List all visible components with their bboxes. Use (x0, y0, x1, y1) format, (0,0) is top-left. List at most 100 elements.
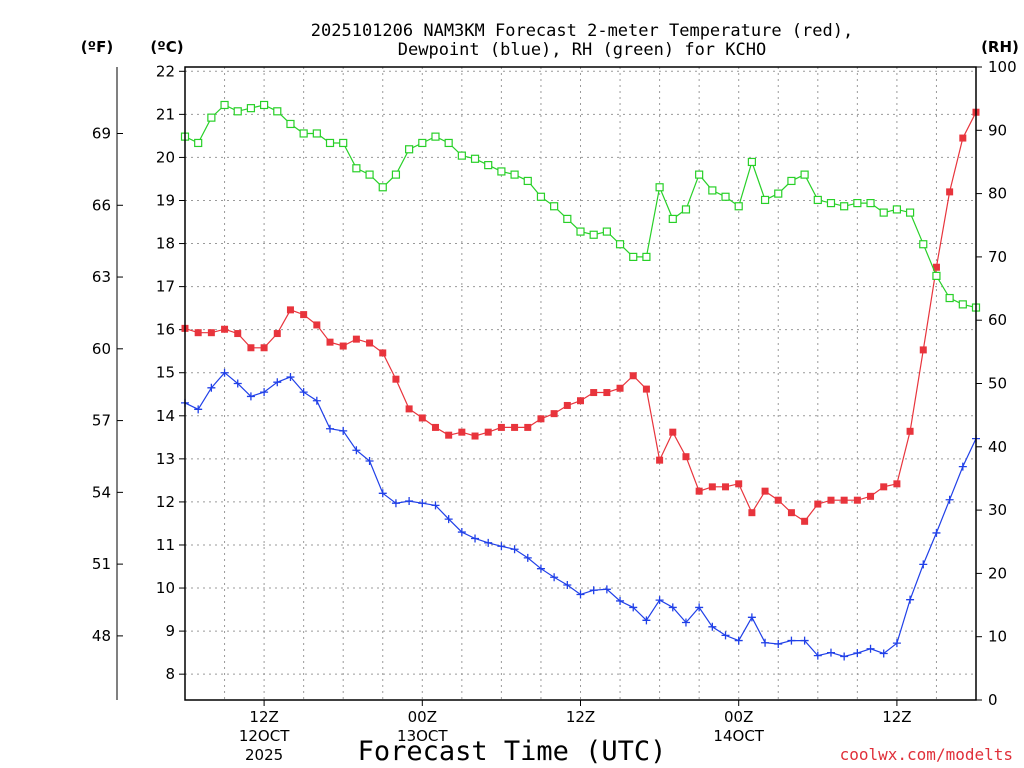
data-point (378, 489, 387, 498)
data-point (431, 132, 440, 141)
data-point (893, 480, 901, 488)
data-point (246, 104, 256, 113)
data-point (523, 553, 532, 562)
data-point (919, 346, 927, 354)
x-tick-label-date: 12OCT (239, 727, 290, 745)
x-tick-label-time: 00Z (724, 708, 753, 726)
data-point (932, 528, 941, 537)
data-point (945, 293, 954, 303)
data-point (352, 446, 361, 455)
celsius-tick-label: 18 (156, 235, 175, 253)
data-point (958, 462, 967, 471)
data-point (497, 167, 506, 176)
data-point (273, 107, 282, 116)
data-point (840, 496, 848, 504)
data-point (286, 373, 295, 382)
data-point (536, 192, 546, 201)
data-point (721, 192, 730, 201)
data-point (761, 638, 770, 647)
data-point (444, 138, 453, 148)
x-tick-label-time: 12Z (882, 708, 911, 726)
gridlines (185, 67, 976, 700)
data-point (247, 344, 255, 352)
data-point (747, 613, 756, 622)
data-point (524, 423, 532, 431)
data-point (563, 401, 571, 409)
x-axis-title: Forecast Time (UTC) (358, 736, 667, 767)
data-point (378, 183, 387, 192)
data-point (391, 499, 400, 508)
data-point (405, 405, 413, 413)
data-point (774, 189, 783, 198)
data-point (629, 603, 638, 612)
data-point (892, 205, 902, 214)
data-point (801, 517, 809, 525)
plot-frame (184, 66, 977, 701)
data-point (312, 396, 321, 405)
data-point (300, 311, 308, 319)
fahrenheit-tick-label: 60 (92, 340, 111, 358)
series-2-meter-temperature (181, 108, 980, 525)
data-point (326, 424, 335, 433)
data-point (366, 339, 374, 347)
data-point (339, 138, 348, 148)
celsius-tick-label: 12 (156, 493, 175, 511)
data-point (457, 528, 466, 537)
data-point (312, 129, 321, 138)
fahrenheit-tick-label: 63 (92, 268, 111, 286)
data-point (734, 636, 743, 645)
celsius-tick-label: 22 (156, 62, 175, 80)
data-point (497, 542, 506, 551)
data-point (471, 432, 479, 440)
data-point (233, 379, 242, 388)
rh-tick-label: 30 (988, 501, 1007, 519)
data-point (906, 595, 915, 604)
data-point (418, 414, 426, 422)
data-point (668, 214, 677, 224)
rh-tick-label: 50 (988, 375, 1007, 393)
data-point (365, 457, 374, 466)
data-point (905, 208, 915, 217)
data-point (958, 300, 967, 309)
data-point (550, 410, 558, 418)
data-point (576, 227, 585, 236)
data-point (866, 198, 875, 208)
celsius-unit-label: (ºC) (150, 38, 183, 56)
data-point (681, 618, 690, 627)
data-point (616, 596, 625, 605)
chart-title-line-1: 2025101206 NAM3KM Forecast 2-meter Tempe… (311, 21, 853, 41)
data-point (379, 349, 387, 357)
data-point (260, 344, 268, 352)
data-point (695, 487, 703, 495)
data-point (470, 154, 480, 163)
data-point (682, 453, 690, 461)
data-point (826, 198, 836, 208)
fahrenheit-tick-label: 57 (92, 412, 111, 430)
rh-tick-label: 70 (988, 248, 1007, 266)
data-point (418, 499, 427, 508)
data-point (708, 186, 717, 195)
data-point (826, 648, 835, 657)
data-point (523, 176, 532, 186)
data-point (681, 205, 691, 214)
data-point (207, 329, 215, 337)
data-point (959, 134, 967, 142)
data-point (879, 208, 888, 217)
rh-tick-label: 100 (988, 58, 1017, 76)
data-point (246, 392, 255, 401)
data-point (602, 227, 611, 236)
data-point (365, 170, 374, 179)
data-point (840, 652, 849, 661)
data-point (615, 240, 625, 249)
data-point (590, 389, 598, 397)
data-point (431, 501, 440, 510)
celsius-tick-label: 19 (156, 191, 175, 209)
data-point (352, 335, 360, 343)
data-point (286, 119, 295, 129)
celsius-tick-label: 9 (165, 622, 175, 640)
data-point (510, 545, 519, 554)
rh-tick-label: 0 (988, 691, 998, 709)
data-point (260, 100, 269, 110)
celsius-tick-label: 14 (156, 407, 175, 425)
rh-tick-label: 10 (988, 628, 1007, 646)
